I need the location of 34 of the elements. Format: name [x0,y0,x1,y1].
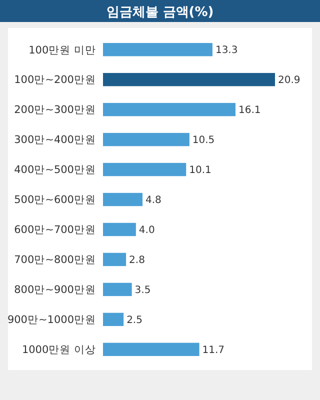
y-tick-label: 900만~1000만원 [7,314,96,326]
y-tick-label: 300만~400만원 [14,134,96,146]
bar [103,162,186,176]
y-tick-label: 100만~200만원 [14,74,96,86]
chart-title: 임금체불 금액(%) [106,5,214,20]
bar [103,72,275,86]
y-tick-label: 800만~900만원 [14,284,96,296]
y-tick-label: 100만원 미만 [28,44,96,56]
data-label: 10.1 [189,165,212,176]
data-label: 13.3 [215,45,238,56]
bar [103,42,212,56]
y-tick-label: 1000만원 이상 [22,344,96,356]
y-tick-label: 200만~300만원 [14,104,96,116]
data-label: 4.0 [138,224,155,236]
data-label: 3.5 [134,284,151,296]
data-label: 20.9 [278,75,300,86]
bar [103,282,132,296]
y-tick-label: 500만~600만원 [14,194,96,206]
data-label: 2.5 [126,314,142,326]
bar [103,192,142,206]
bar [103,102,236,116]
data-label: 2.8 [129,254,145,266]
bar [103,252,126,266]
y-tick-label: 600만~700만원 [14,224,96,236]
bar [103,312,124,326]
data-label: 11.7 [202,344,225,356]
bar [103,342,200,356]
data-label: 4.8 [146,195,162,206]
bar [103,222,136,236]
y-tick-label: 700만~800만원 [14,254,96,266]
data-label: 16.1 [238,105,261,116]
data-label: 10.5 [192,135,215,146]
y-tick-label: 400만~500만원 [14,164,96,176]
bar [103,132,190,146]
